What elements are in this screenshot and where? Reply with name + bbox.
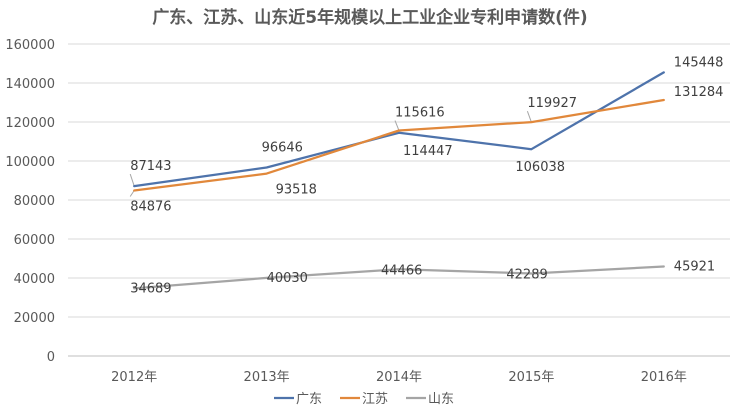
data-label: 40030 (267, 271, 308, 286)
label-leader-line (526, 110, 532, 123)
series-line (133, 71, 665, 188)
data-label: 96646 (262, 141, 303, 156)
y-tick-label: 20000 (14, 311, 55, 326)
data-label: 145448 (674, 55, 724, 70)
y-tick-label: 100000 (5, 155, 55, 170)
legend-label: 江苏 (362, 391, 388, 407)
y-tick-label: 160000 (5, 38, 55, 53)
chart-title: 广东、江苏、山东近5年规模以上工业企业专利申请数(件) (152, 7, 587, 28)
label-leader-line (129, 190, 135, 197)
x-tick-label: 2016年 (641, 370, 687, 385)
label-leader-line (394, 120, 400, 131)
x-tick-label: 2015年 (508, 370, 554, 385)
y-axis-ticks: 0 20000 40000 60000 80000 100000 120000 140000 1… (5, 38, 55, 365)
data-label: 42289 (506, 268, 547, 283)
x-tick-label: 2013年 (244, 370, 290, 385)
y-tick-label: 120000 (5, 116, 55, 131)
data-label: 84876 (130, 199, 171, 214)
label-leader-lines (129, 110, 532, 197)
y-tick-label: 40000 (14, 272, 55, 287)
data-label: 131284 (674, 85, 724, 100)
data-label: 119927 (527, 96, 577, 111)
series-lines (133, 71, 665, 290)
gridlines (68, 43, 730, 357)
data-labels: 87143 96646 114447 106038 145448 84876 93518 11… (130, 55, 723, 296)
legend: 广东 江苏 山东 (274, 391, 454, 407)
data-label: 106038 (515, 160, 565, 175)
data-label: 93518 (276, 183, 317, 198)
legend-label: 山东 (428, 392, 454, 407)
x-tick-label: 2014年 (376, 370, 422, 385)
series-line (133, 98, 665, 192)
y-tick-label: 0 (47, 350, 55, 365)
y-tick-label: 140000 (5, 77, 55, 92)
y-tick-label: 60000 (14, 233, 55, 248)
y-tick-label: 80000 (14, 194, 55, 209)
data-label: 114447 (403, 144, 453, 159)
series-line (133, 265, 665, 290)
data-label: 115616 (395, 106, 445, 121)
legend-label: 广东 (296, 392, 322, 407)
x-axis-ticks: 2012年 2013年 2014年 2015年 2016年 (111, 370, 687, 385)
data-label: 44466 (381, 263, 422, 278)
data-label: 45921 (674, 259, 715, 274)
x-tick-label: 2012年 (111, 370, 157, 385)
data-label: 34689 (130, 281, 171, 296)
data-label: 87143 (130, 159, 171, 174)
label-leader-line (129, 173, 135, 187)
